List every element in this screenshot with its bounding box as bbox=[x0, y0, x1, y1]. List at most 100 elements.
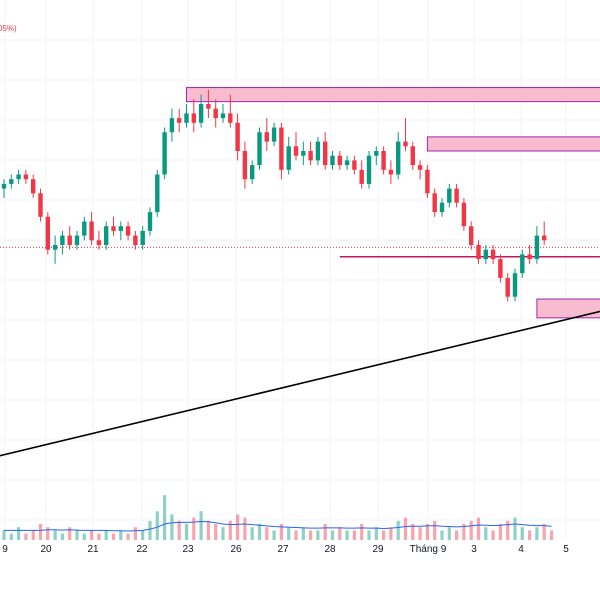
volume-bar bbox=[97, 533, 101, 540]
volume-bar bbox=[75, 530, 79, 540]
volume-bar bbox=[323, 524, 327, 540]
candle-body bbox=[520, 254, 525, 274]
volume-bar bbox=[294, 530, 298, 540]
volume-bar bbox=[513, 517, 517, 540]
candle-body bbox=[469, 226, 474, 245]
candle-body bbox=[9, 179, 14, 184]
candle-body bbox=[228, 113, 233, 123]
trendline bbox=[0, 310, 600, 457]
volume-bar bbox=[309, 530, 313, 540]
volume bbox=[2, 495, 554, 540]
volume-bar bbox=[528, 530, 532, 540]
volume-bar bbox=[279, 524, 283, 540]
x-axis: 9 20 21 22 23 26 27 28 29 Tháng 9 3 4 5 bbox=[2, 544, 569, 555]
candle-body bbox=[213, 108, 218, 119]
x-tick-label: 9 bbox=[2, 544, 8, 555]
volume-bar bbox=[455, 530, 459, 540]
volume-bar bbox=[462, 524, 466, 540]
volume-bar bbox=[535, 527, 539, 540]
candle-body bbox=[439, 202, 445, 213]
volume-bar bbox=[104, 530, 108, 540]
volume-bar bbox=[382, 530, 386, 540]
candle-body bbox=[381, 151, 386, 170]
candle-body bbox=[323, 141, 328, 166]
candles bbox=[1, 89, 547, 302]
candle-body bbox=[169, 118, 175, 133]
candle-body bbox=[352, 160, 357, 170]
volume-bar bbox=[119, 530, 123, 540]
volume-bar bbox=[155, 511, 159, 540]
volume-bar bbox=[68, 527, 72, 540]
x-tick-label: 29 bbox=[372, 544, 384, 555]
candle-body bbox=[220, 113, 226, 119]
volume-bar bbox=[111, 533, 116, 540]
volume-bar bbox=[170, 514, 174, 540]
volume-bar bbox=[433, 520, 437, 540]
candle-body bbox=[308, 151, 313, 161]
volume-bar bbox=[31, 530, 35, 540]
candle-body bbox=[191, 113, 196, 123]
volume-bar bbox=[46, 527, 50, 540]
supply-demand-zone bbox=[186, 87, 600, 103]
volume-bar bbox=[506, 520, 510, 540]
drawings bbox=[0, 246, 600, 457]
candle-body bbox=[490, 249, 496, 260]
volume-bar bbox=[192, 517, 196, 540]
candle-body bbox=[184, 113, 189, 123]
volume-bar bbox=[141, 530, 145, 540]
candle-body bbox=[140, 230, 145, 245]
volume-bar bbox=[316, 530, 320, 540]
volume-bar bbox=[484, 527, 488, 540]
x-tick-label: 23 bbox=[182, 544, 194, 555]
volume-bar bbox=[330, 530, 335, 540]
candle-body bbox=[447, 188, 452, 203]
candle-body bbox=[359, 169, 364, 184]
volume-bar bbox=[360, 524, 364, 540]
candle-body bbox=[293, 146, 299, 156]
volume-bar bbox=[221, 527, 225, 540]
candle-body bbox=[279, 127, 284, 170]
legend-fragment: 05%) bbox=[0, 24, 17, 33]
x-tick-label: 27 bbox=[277, 544, 289, 555]
candle-body bbox=[118, 226, 123, 231]
candle-body bbox=[498, 259, 503, 278]
volume-bar bbox=[24, 533, 28, 540]
volume-bar bbox=[265, 527, 269, 540]
x-tick-label: Tháng 9 bbox=[410, 544, 447, 555]
x-tick-label: 5 bbox=[563, 544, 569, 555]
candle-body bbox=[366, 155, 372, 184]
volume-bar bbox=[2, 530, 6, 540]
candle-body bbox=[38, 193, 43, 217]
candle-body bbox=[67, 235, 72, 245]
volume-bar bbox=[53, 530, 57, 540]
supply-demand-zone bbox=[536, 298, 600, 319]
volume-bar bbox=[90, 530, 94, 540]
volume-bar bbox=[491, 530, 495, 540]
volume-bar bbox=[345, 530, 349, 540]
volume-bar bbox=[403, 517, 408, 540]
volume-ma-line bbox=[4, 520, 552, 532]
candle-body bbox=[461, 202, 467, 227]
candle-body bbox=[425, 169, 430, 194]
volume-bar bbox=[411, 524, 415, 540]
volume-bar bbox=[199, 511, 203, 540]
candle-body bbox=[286, 146, 291, 170]
candle-body bbox=[505, 277, 510, 297]
volume-bar bbox=[177, 520, 181, 540]
volume-bar bbox=[287, 527, 291, 540]
volume-bar bbox=[9, 533, 13, 540]
candle-body bbox=[162, 132, 167, 175]
candle-body bbox=[242, 151, 248, 180]
candle-body bbox=[16, 174, 21, 180]
volume-bar bbox=[228, 520, 232, 540]
candle-body bbox=[388, 169, 394, 175]
candle-body bbox=[344, 160, 350, 166]
candle-body bbox=[330, 155, 335, 166]
volume-bar bbox=[17, 527, 21, 540]
volume-bar bbox=[549, 530, 554, 540]
volume-bar bbox=[425, 524, 429, 540]
candle-body bbox=[315, 141, 321, 161]
volume-bar bbox=[469, 520, 473, 540]
volume-bar bbox=[520, 527, 524, 540]
